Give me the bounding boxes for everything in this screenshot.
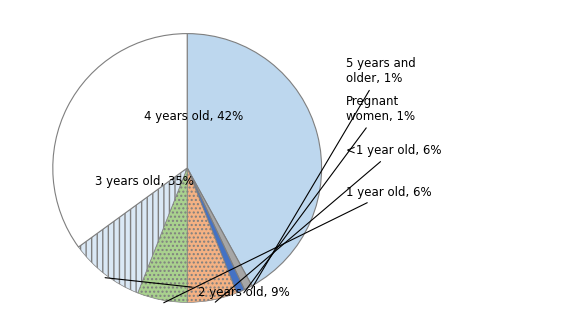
Wedge shape: [187, 168, 252, 290]
Text: 2 years old, 9%: 2 years old, 9%: [105, 278, 290, 299]
Wedge shape: [138, 168, 187, 302]
Text: 5 years and
older, 1%: 5 years and older, 1%: [252, 57, 415, 289]
Wedge shape: [187, 168, 237, 302]
Wedge shape: [187, 168, 244, 293]
Text: Pregnant
women, 1%: Pregnant women, 1%: [244, 95, 415, 293]
Wedge shape: [78, 168, 187, 293]
Text: 3 years old, 35%: 3 years old, 35%: [95, 175, 194, 188]
Text: <1 year old, 6%: <1 year old, 6%: [215, 144, 441, 302]
Wedge shape: [187, 34, 321, 286]
Text: 4 years old, 42%: 4 years old, 42%: [145, 111, 244, 123]
Wedge shape: [53, 34, 187, 247]
Text: 1 year old, 6%: 1 year old, 6%: [164, 186, 431, 303]
